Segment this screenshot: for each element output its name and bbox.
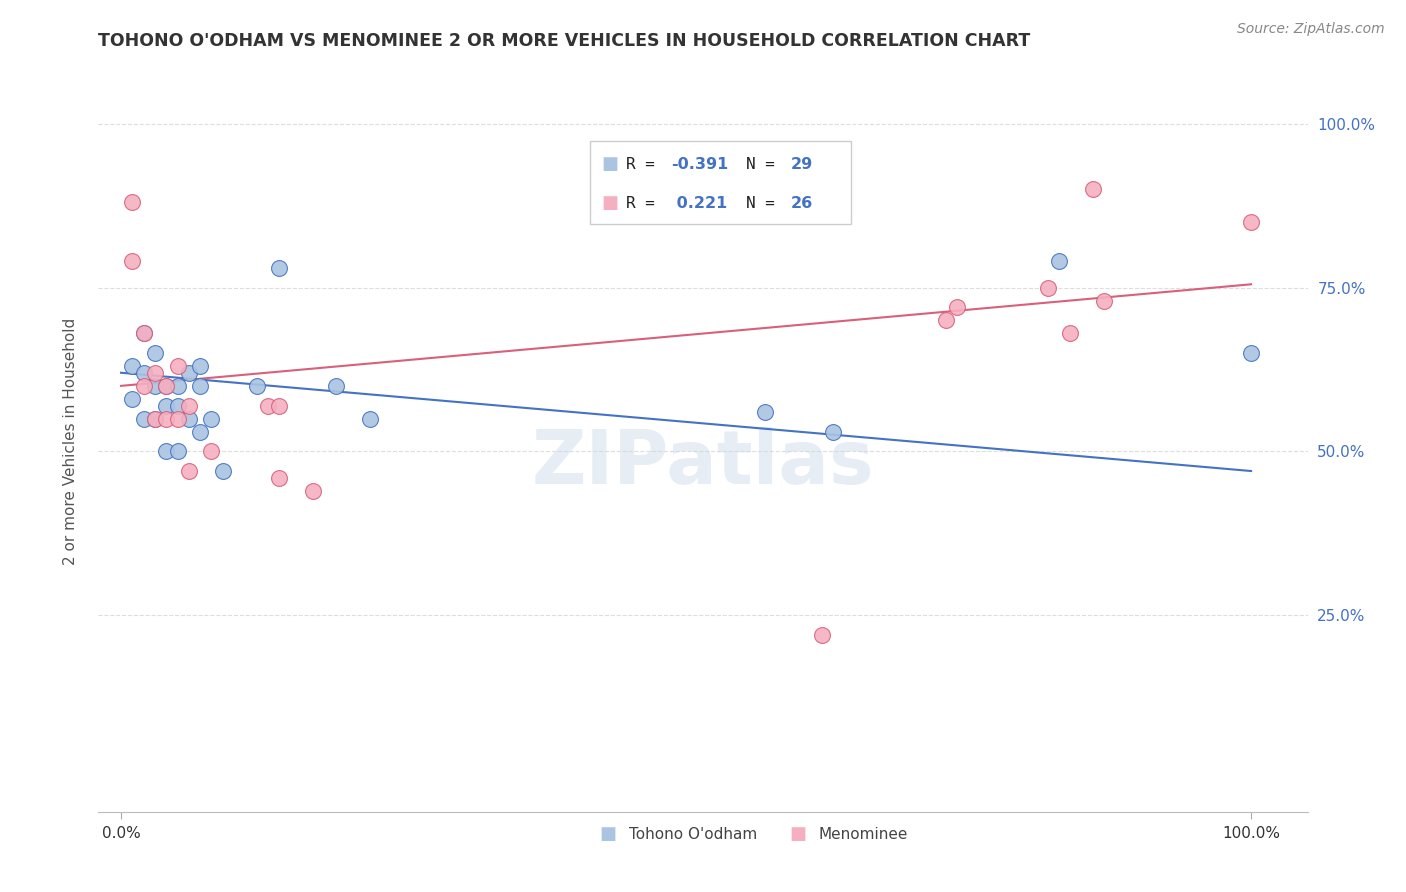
Text: R =: R = (627, 195, 665, 211)
Text: Tohono O'odham: Tohono O'odham (630, 827, 758, 841)
Point (1081, 182, 1104, 196)
Text: ■: ■ (602, 194, 619, 212)
Text: N =: N = (747, 195, 785, 211)
Point (269, 260, 291, 275)
Point (821, 425, 844, 439)
Point (946, 300, 969, 314)
Point (1092, 293, 1115, 308)
Point (1240, 346, 1263, 360)
Text: 29: 29 (790, 157, 813, 172)
Point (121, 359, 143, 374)
Point (132, 379, 155, 393)
Point (155, 411, 177, 425)
Point (246, 379, 269, 393)
Point (200, 444, 222, 458)
Text: 0.221: 0.221 (672, 195, 728, 211)
Text: Menominee: Menominee (818, 827, 908, 841)
Point (143, 346, 166, 360)
Text: R =: R = (627, 157, 665, 172)
Point (177, 366, 200, 380)
Point (166, 399, 188, 413)
Point (177, 464, 200, 478)
Point (143, 411, 166, 425)
Text: 26: 26 (790, 195, 813, 211)
Text: ■: ■ (789, 825, 807, 843)
Point (132, 411, 155, 425)
Point (269, 470, 291, 484)
Point (269, 399, 291, 413)
Point (188, 359, 211, 374)
Point (132, 366, 155, 380)
Point (200, 411, 222, 425)
Text: Source: ZipAtlas.com: Source: ZipAtlas.com (1237, 22, 1385, 37)
Text: -0.391: -0.391 (672, 157, 728, 172)
Point (121, 254, 143, 268)
Text: ZIPatlas: ZIPatlas (531, 427, 875, 500)
Point (132, 326, 155, 341)
Point (302, 483, 325, 498)
Text: N =: N = (747, 157, 785, 172)
Point (1240, 215, 1263, 229)
Point (166, 444, 188, 458)
Point (155, 379, 177, 393)
Point (166, 379, 188, 393)
Point (166, 411, 188, 425)
Point (166, 359, 188, 374)
Point (121, 392, 143, 406)
Point (810, 628, 832, 642)
Point (359, 411, 381, 425)
Point (1047, 254, 1070, 268)
Point (1059, 326, 1081, 341)
Point (155, 444, 177, 458)
Point (935, 313, 957, 327)
Point (211, 464, 233, 478)
Point (155, 379, 177, 393)
Point (143, 379, 166, 393)
Text: ■: ■ (599, 825, 617, 843)
Point (143, 366, 166, 380)
Point (754, 405, 776, 419)
Point (325, 379, 347, 393)
Point (177, 411, 200, 425)
Point (143, 411, 166, 425)
Text: TOHONO O'ODHAM VS MENOMINEE 2 OR MORE VEHICLES IN HOUSEHOLD CORRELATION CHART: TOHONO O'ODHAM VS MENOMINEE 2 OR MORE VE… (98, 32, 1031, 50)
Text: ■: ■ (602, 155, 619, 173)
Point (188, 379, 211, 393)
Y-axis label: 2 or more Vehicles in Household: 2 or more Vehicles in Household (63, 318, 77, 566)
Point (121, 195, 143, 210)
Point (155, 399, 177, 413)
Point (132, 326, 155, 341)
Point (1036, 280, 1059, 294)
Point (177, 399, 200, 413)
Point (257, 399, 280, 413)
Point (188, 425, 211, 439)
